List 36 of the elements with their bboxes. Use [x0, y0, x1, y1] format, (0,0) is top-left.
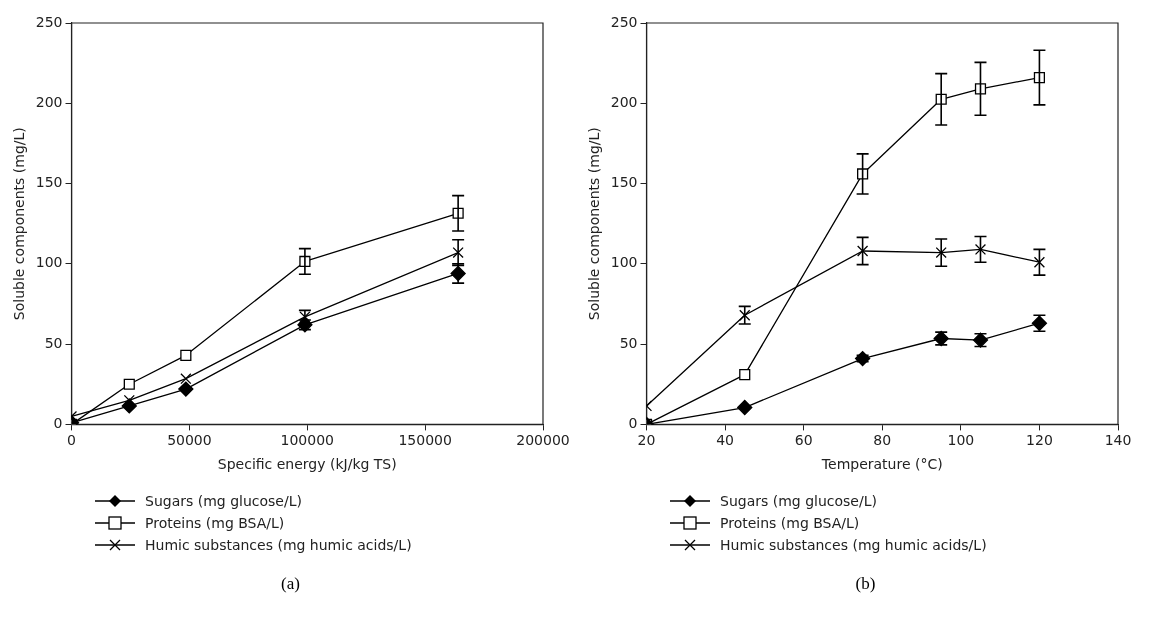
- y-tick-label: 100: [35, 254, 63, 271]
- y-tick-label: 200: [610, 93, 638, 110]
- x-tick-label: 20: [637, 432, 656, 449]
- y-tick-label: 0: [628, 415, 638, 432]
- x-tick-label: 120: [1026, 432, 1053, 449]
- x-tick-label: 150000: [398, 432, 452, 449]
- x-tick-label: 100: [947, 432, 975, 449]
- x-tick-label: 100000: [280, 432, 334, 449]
- y-tick-label: 200: [35, 93, 63, 110]
- y-tick-label: 150: [610, 174, 638, 191]
- x-tick-label: 140: [1104, 432, 1132, 449]
- legend-label: Proteins (mg BSA/L): [720, 515, 860, 531]
- y-tick-label: 100: [610, 254, 638, 271]
- text: (a): [280, 574, 301, 594]
- x-tick-label: 60: [794, 432, 813, 449]
- legend-label: Humic substances (mg humic acids/L): [720, 537, 987, 553]
- y-axis-title: Soluble components (mg/L): [11, 127, 28, 321]
- y-tick-label: 150: [35, 174, 63, 191]
- legend-label: Proteins (mg BSA/L): [145, 515, 285, 531]
- legend-label: Sugars (mg glucose/L): [720, 493, 877, 509]
- y-tick-label: 250: [610, 13, 638, 30]
- x-tick-label: 40: [716, 432, 735, 449]
- y-tick-label: 250: [35, 13, 63, 30]
- x-axis-title: Temperature (°C): [820, 456, 943, 473]
- x-tick-label: 80: [873, 432, 892, 449]
- x-tick-label: 50000: [167, 432, 212, 449]
- y-tick-label: 0: [53, 415, 63, 432]
- x-tick-label: 0: [67, 432, 76, 449]
- y-tick-label: 50: [619, 334, 638, 351]
- y-axis-title: Soluble components (mg/L): [586, 127, 603, 321]
- legend-label: Humic substances (mg humic acids/L): [145, 537, 412, 553]
- text: (b): [854, 574, 877, 594]
- y-tick-label: 50: [44, 334, 63, 351]
- legend-label: Sugars (mg glucose/L): [145, 493, 302, 509]
- x-tick-label: 200000: [516, 432, 570, 449]
- x-axis-title: Specific energy (kJ/kg TS): [217, 456, 397, 473]
